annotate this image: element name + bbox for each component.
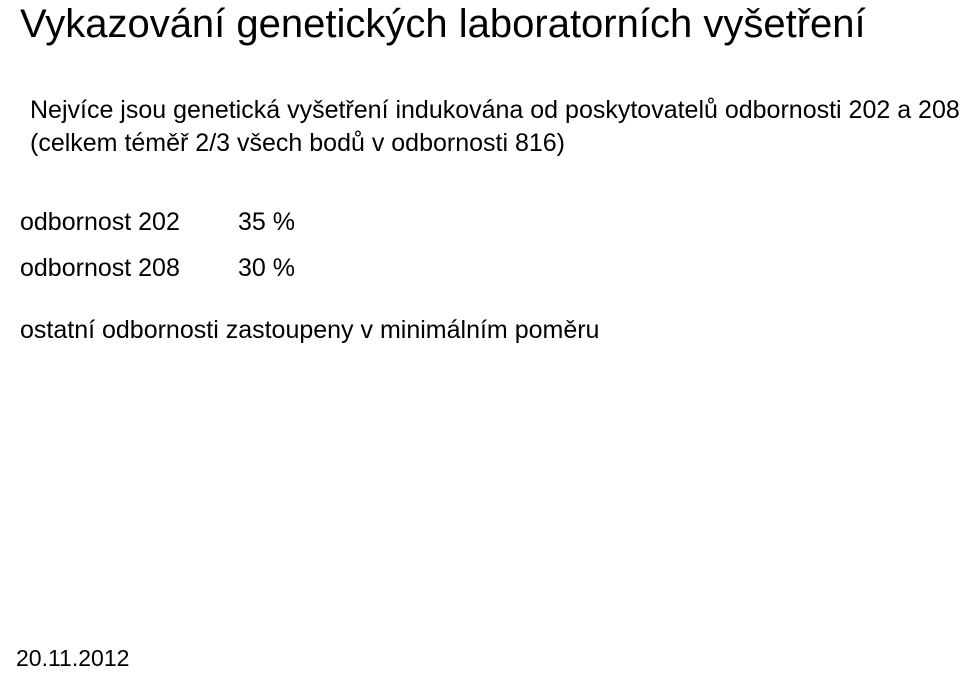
slide-date: 20.11.2012 (16, 645, 129, 672)
intro-line-1: Nejvíce jsou genetická vyšetření indukov… (30, 94, 960, 127)
page-title: Vykazování genetických laboratorních vyš… (20, 2, 866, 47)
stats-value: 35 % (238, 208, 295, 237)
stats-row: odbornost 208 30 % (20, 254, 295, 283)
stats-row: odbornost 202 35 % (20, 208, 295, 237)
intro-line-2: (celkem téměř 2/3 všech bodů v odbornost… (30, 127, 960, 160)
slide-page: Vykazování genetických laboratorních vyš… (0, 0, 960, 682)
footer-line: ostatní odbornosti zastoupeny v minimáln… (20, 316, 599, 345)
stats-label: odbornost 208 (20, 254, 238, 283)
stats-block: odbornost 202 35 % odbornost 208 30 % (20, 208, 295, 300)
intro-block: Nejvíce jsou genetická vyšetření indukov… (30, 94, 960, 160)
stats-label: odbornost 202 (20, 208, 238, 237)
stats-value: 30 % (238, 254, 295, 283)
